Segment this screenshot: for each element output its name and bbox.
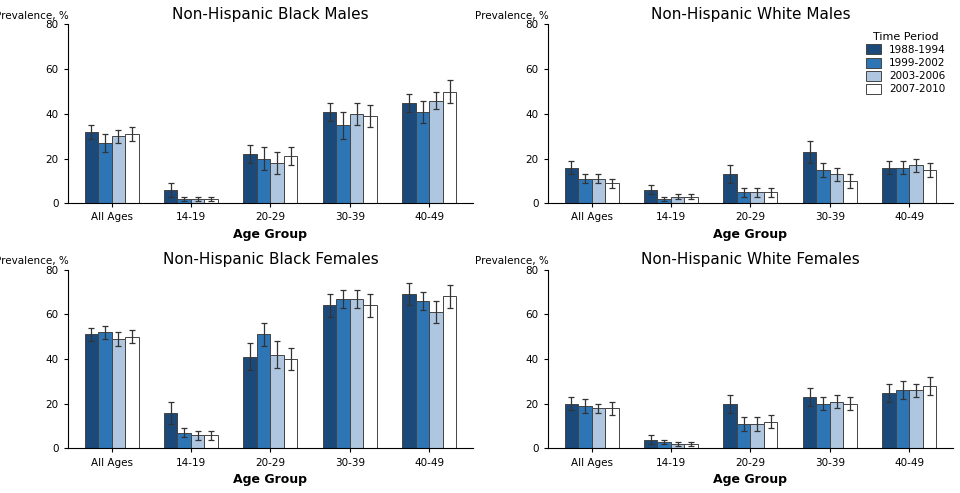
Bar [724,175,737,203]
Bar [844,404,857,449]
Bar [164,190,178,203]
Bar [658,199,671,203]
Bar [98,332,111,449]
Bar [737,424,751,449]
Bar [671,444,684,449]
Bar [443,296,456,449]
Text: Prevalence, %: Prevalence, % [0,11,68,21]
Bar [896,390,909,449]
Bar [164,413,178,449]
Title: Non-Hispanic White Males: Non-Hispanic White Males [651,7,851,22]
Bar [323,112,336,203]
Bar [671,197,684,203]
Bar [336,125,349,203]
X-axis label: Age Group: Age Group [233,228,307,241]
Bar [271,163,284,203]
Bar [271,354,284,449]
Text: Prevalence, %: Prevalence, % [475,256,548,266]
Bar [98,143,111,203]
Bar [882,392,896,449]
Bar [909,390,923,449]
Bar [416,112,429,203]
Bar [257,159,271,203]
Bar [923,170,936,203]
Bar [125,337,138,449]
Bar [578,179,591,203]
Bar [336,299,349,449]
Bar [684,197,698,203]
Bar [84,132,98,203]
Bar [244,154,257,203]
Bar [882,168,896,203]
Title: Non-Hispanic Black Males: Non-Hispanic Black Males [172,7,369,22]
Bar [178,199,191,203]
Title: Non-Hispanic Black Females: Non-Hispanic Black Females [162,252,378,267]
Bar [803,397,816,449]
Bar [751,424,764,449]
Bar [416,301,429,449]
Bar [578,406,591,449]
Bar [923,386,936,449]
Bar [125,134,138,203]
Bar [751,192,764,203]
Bar [191,199,204,203]
X-axis label: Age Group: Age Group [713,228,787,241]
Bar [829,401,844,449]
Bar [829,175,844,203]
Bar [658,442,671,449]
Text: Prevalence, %: Prevalence, % [475,11,548,21]
Bar [564,404,578,449]
Bar [909,165,923,203]
Bar [816,170,829,203]
Bar [591,179,605,203]
Bar [402,294,416,449]
Bar [204,435,218,449]
Bar [644,190,658,203]
Bar [402,103,416,203]
Bar [605,183,618,203]
Bar [244,357,257,449]
Bar [443,92,456,203]
Bar [84,334,98,449]
Bar [191,435,204,449]
Bar [764,192,778,203]
Bar [178,433,191,449]
Bar [803,152,816,203]
Bar [684,444,698,449]
Bar [349,299,364,449]
Bar [111,339,125,449]
Bar [844,181,857,203]
Bar [737,192,751,203]
Bar [764,422,778,449]
Bar [644,440,658,449]
Bar [724,404,737,449]
Bar [284,156,298,203]
Text: Prevalence, %: Prevalence, % [0,256,68,266]
Bar [257,334,271,449]
Legend: 1988-1994, 1999-2002, 2003-2006, 2007-2010: 1988-1994, 1999-2002, 2003-2006, 2007-20… [864,30,948,97]
X-axis label: Age Group: Age Group [713,473,787,486]
Bar [429,312,443,449]
Bar [429,101,443,203]
Bar [564,168,578,203]
Bar [896,168,909,203]
Bar [591,408,605,449]
X-axis label: Age Group: Age Group [233,473,307,486]
Bar [816,404,829,449]
Bar [323,305,336,449]
Bar [204,199,218,203]
Title: Non-Hispanic White Females: Non-Hispanic White Females [641,252,860,267]
Bar [364,116,377,203]
Bar [349,114,364,203]
Bar [605,408,618,449]
Bar [364,305,377,449]
Bar [111,136,125,203]
Bar [284,359,298,449]
